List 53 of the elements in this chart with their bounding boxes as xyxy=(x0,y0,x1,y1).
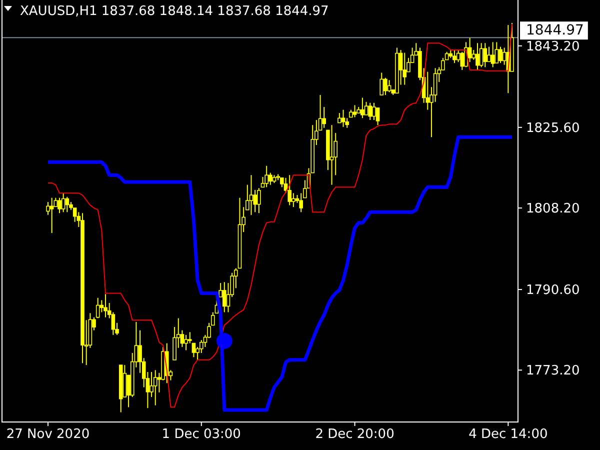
candlestick xyxy=(338,112,342,124)
candlestick xyxy=(402,52,407,86)
y-tick-label: 1773.20 xyxy=(526,364,580,379)
candlestick xyxy=(380,72,384,96)
candlestick xyxy=(426,71,430,110)
line-series xyxy=(48,24,512,408)
candlestick xyxy=(460,51,464,70)
candlestick xyxy=(50,197,54,234)
candlestick xyxy=(384,77,388,96)
candlestick xyxy=(104,294,108,318)
candlestick xyxy=(368,102,372,120)
candlestick xyxy=(264,165,268,188)
candlestick xyxy=(96,297,100,319)
candlestick xyxy=(184,334,188,351)
chart-title: XAUUSD,H1 1837.68 1848.14 1837.68 1844.97 xyxy=(20,4,329,19)
candlestick xyxy=(364,101,368,116)
y-tick-label: 1808.20 xyxy=(526,202,580,217)
y-tick-label: 1843.20 xyxy=(526,39,580,54)
y-tick-label: 1825.60 xyxy=(526,120,580,136)
candlestick xyxy=(341,109,346,128)
candlestick xyxy=(257,188,261,214)
candlestick xyxy=(65,196,70,213)
candlestick xyxy=(322,106,326,128)
candlestick xyxy=(352,104,357,118)
candlestick xyxy=(249,174,254,216)
candlestick xyxy=(487,46,491,63)
candlestick xyxy=(490,42,495,68)
candlestick xyxy=(483,42,488,68)
candlestick xyxy=(153,370,158,406)
candlestick xyxy=(456,50,460,63)
y-tick-label: 1790.60 xyxy=(526,283,580,298)
candlestick xyxy=(494,42,499,64)
candlestick xyxy=(479,42,484,68)
candlestick xyxy=(360,97,364,119)
candlestick xyxy=(376,107,380,126)
x-tick-label: 1 Dec 03:00 xyxy=(162,427,241,442)
candlestick xyxy=(268,172,272,186)
candlestick xyxy=(288,174,292,206)
candlestick xyxy=(476,42,480,70)
ref-line-label: 1844.97 xyxy=(526,22,584,39)
x-tick-label: 2 Dec 20:00 xyxy=(315,427,394,442)
candlestick xyxy=(61,192,66,213)
candlestick xyxy=(58,197,62,214)
line-series xyxy=(46,135,514,412)
candlestick xyxy=(222,282,226,313)
candlestick xyxy=(330,124,334,186)
x-tick-label: 27 Nov 2020 xyxy=(6,427,90,442)
candlestick xyxy=(452,50,456,64)
candlestick xyxy=(468,37,472,63)
candlestick xyxy=(292,192,296,208)
x-tick-label: 4 Dec 14:00 xyxy=(468,427,548,442)
candlestick xyxy=(372,102,376,120)
candlestick xyxy=(498,46,502,64)
